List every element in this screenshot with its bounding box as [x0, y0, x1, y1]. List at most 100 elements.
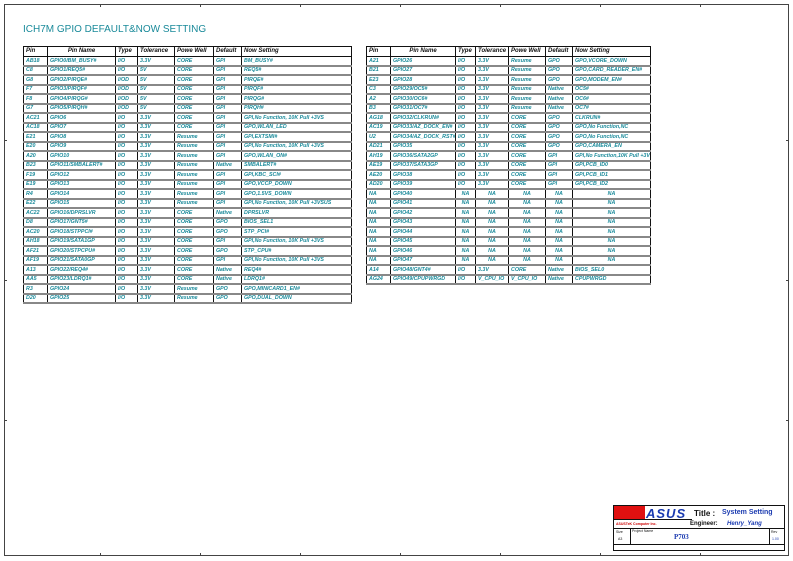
table-cell: GPIO49/CPUPWRGD: [390, 274, 456, 285]
table-row: A14 GPIO48/GNT4# I/O 3.3V CORE Native BIOS_SEL…: [366, 264, 651, 276]
table-cell: GPIO22/REQ4#: [47, 264, 116, 276]
table-cell: GPIO45: [390, 236, 456, 247]
frame-tick: [300, 4, 301, 7]
table-cell: 3.3V: [475, 55, 509, 67]
table-cell: GPIO42: [390, 207, 456, 219]
company-name: ASUSTeK Computer Inc.: [616, 522, 657, 526]
table-cell: AC21: [23, 112, 48, 124]
table-cell: NA: [508, 236, 546, 247]
table-cell: GPI,No Function,10K Pull +3VS: [572, 150, 651, 162]
table-cell: GPIO7: [47, 122, 116, 133]
table-cell: GPIO15: [47, 198, 116, 209]
table-cell: GPO,1.5VS_DOWN: [241, 188, 352, 200]
table-cell: AH19: [366, 150, 391, 162]
table-row: A20 GPIO10 I/O 3.3V Resume GPI GPO,WLAN_ON#: [23, 150, 352, 162]
table-cell: Resume: [174, 188, 214, 200]
table-cell: I/O: [115, 217, 138, 228]
table-cell: NA: [455, 245, 476, 257]
table-cell: GPI: [213, 65, 242, 76]
header-row: Pin Pin Name Type Tolerance Powe Well Default…: [366, 46, 651, 57]
table-cell: Resume: [174, 150, 214, 162]
table-row: AC22 GPIO16/DPRSLVR I/O 3.3V CORE Native DPRSL…: [23, 207, 352, 219]
table-cell: PIRQH#: [241, 103, 352, 114]
table-cell: Native: [545, 93, 573, 105]
table-cell: 3.3V: [475, 93, 509, 105]
table-row: AF21 GPIO20/STPCPU# I/O 3.3V CORE GPO STP_CPU#: [23, 245, 352, 257]
table-cell: I/O: [115, 198, 138, 209]
table-cell: NA: [545, 236, 573, 247]
table-cell: 3.3V: [137, 274, 175, 285]
table-row: D8 GPIO17/GNT5# I/O 3.3V CORE GPO BIOS_SEL1: [23, 217, 352, 228]
table-cell: Resume: [174, 283, 214, 295]
frame-tick: [600, 4, 601, 7]
table-cell: GPIO27: [390, 65, 456, 76]
table-cell: NA: [366, 198, 391, 209]
table-cell: 3.3V: [137, 122, 175, 133]
table-cell: GPIO39: [390, 179, 456, 190]
table-cell: Native: [545, 84, 573, 95]
table-cell: GPO,VCORE_DOWN: [572, 55, 651, 67]
table-cell: AC18: [23, 122, 48, 133]
table-cell: REQ4#: [241, 264, 352, 276]
table-cell: F8: [23, 93, 48, 105]
table-cell: LDRQ1#: [241, 274, 352, 285]
table-cell: GPO,No Function,NC: [572, 122, 651, 133]
table-row: AE19 GPIO37/SATA3GP I/O 3.3V CORE GPI GPI,PCB_…: [366, 160, 651, 171]
table-cell: I/OD: [115, 74, 138, 86]
table-cell: 3.3V: [137, 188, 175, 200]
frame-tick: [786, 280, 789, 281]
table-cell: AC19: [366, 122, 391, 133]
table-cell: A13: [23, 264, 48, 276]
table-row: A2 GPIO30/OC6# I/O 3.3V Resume Native OC6#: [366, 93, 651, 105]
table-cell: NA: [475, 245, 509, 257]
table-cell: I/O: [455, 74, 476, 86]
engineer-value: Henry_Yang: [727, 521, 762, 527]
table-row: F7 GPIO3/PIRQF# I/OD 5V CORE GPI PIRQF#: [23, 84, 352, 95]
table-cell: Resume: [174, 160, 214, 171]
column-header: Type: [455, 46, 476, 57]
frame-tick: [4, 140, 7, 141]
table-cell: AG18: [366, 112, 391, 124]
table-cell: 3.3V: [137, 198, 175, 209]
table-row: NA GPIO43 NA NA NA NA NA: [366, 217, 651, 228]
table-cell: BIOS_SEL0: [572, 264, 651, 276]
table-cell: GPI,PCB_ID1: [572, 169, 651, 181]
table-cell: Resume: [508, 93, 546, 105]
table-cell: E22: [23, 198, 48, 209]
project-label: Project Name: [632, 529, 654, 533]
table-cell: NA: [545, 255, 573, 266]
table-cell: Native: [213, 160, 242, 171]
column-header: Pin Name: [47, 46, 116, 57]
table-cell: I/O: [115, 160, 138, 171]
table-cell: GPO: [213, 245, 242, 257]
table-cell: AA5: [23, 274, 48, 285]
table-cell: I/O: [455, 65, 476, 76]
table-cell: 3.3V: [137, 226, 175, 238]
table-cell: AC22: [23, 207, 48, 219]
table-cell: GPI,PCB_ID2: [572, 179, 651, 190]
table-cell: 3.3V: [137, 264, 175, 276]
frame-tick: [400, 4, 401, 7]
table-row: G8 GPIO2/PIRQE# I/OD 5V CORE GPI PIRQE#: [23, 74, 352, 86]
table-row: AC20 GPIO18/STPPCI# I/O 3.3V CORE GPO STP_PCI#: [23, 226, 352, 238]
table-cell: I/O: [115, 122, 138, 133]
table-cell: CORE: [174, 264, 214, 276]
table-cell: NA: [545, 226, 573, 238]
frame-tick: [4, 280, 7, 281]
table-cell: CORE: [174, 245, 214, 257]
table-cell: NA: [455, 226, 476, 238]
table-cell: GPIO40: [390, 188, 456, 200]
table-cell: NA: [572, 188, 651, 200]
table-cell: Native: [213, 274, 242, 285]
table-cell: NA: [572, 236, 651, 247]
asus-logo: ASUS: [614, 506, 692, 521]
table-cell: NA: [366, 236, 391, 247]
rev-value: 1.00: [772, 537, 779, 541]
table-cell: 3.3V: [137, 255, 175, 266]
table-cell: R3: [23, 283, 48, 295]
table-cell: I/O: [115, 207, 138, 219]
table-cell: 3.3V: [137, 131, 175, 143]
table-cell: I/O: [455, 55, 476, 67]
table-cell: CORE: [508, 112, 546, 124]
size-label: Size: [616, 530, 623, 534]
